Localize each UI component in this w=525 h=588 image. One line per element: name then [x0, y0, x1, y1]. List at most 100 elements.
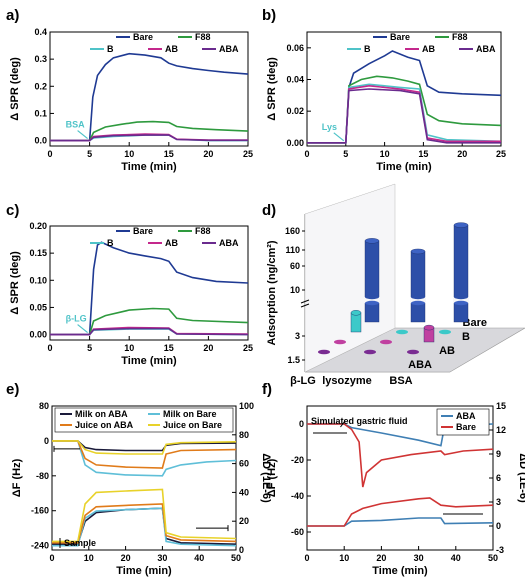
y2-tick-label: 9	[496, 449, 501, 459]
x-tick-label: 10	[380, 149, 390, 159]
panel-label: b)	[262, 7, 276, 24]
bar-disc-aba	[364, 349, 376, 355]
bar-b	[350, 312, 362, 333]
legend-label: B	[364, 44, 371, 54]
legend-label: Milk on Bare	[163, 409, 217, 419]
series-line-d7	[52, 488, 237, 543]
y-tick-label: 0.00	[286, 138, 304, 148]
y2-tick-label: 20	[239, 516, 249, 526]
bar-disc-ab	[334, 339, 346, 345]
bar-bare	[410, 251, 426, 323]
y-tick-label: 0.2	[34, 81, 47, 91]
legend-label: ABA	[456, 411, 476, 421]
series-line-milk-on-bare	[52, 440, 237, 477]
y-tick-label: 0.15	[29, 248, 47, 258]
bar-disc-aba	[407, 349, 419, 355]
bar-top	[453, 222, 469, 228]
y-tick-label: 1.5	[287, 355, 300, 365]
x-tick-label: 40	[451, 553, 461, 563]
y-tick-label: 0.05	[29, 302, 47, 312]
y2-tick-label: 15	[496, 401, 506, 411]
surface-label: AB	[439, 345, 455, 357]
x-tick-label: 15	[418, 149, 428, 159]
x-axis-label: Time (min)	[116, 565, 172, 577]
y-tick-label: 3	[295, 331, 300, 341]
bar-disc-b	[439, 329, 451, 335]
series-line-bare	[50, 52, 249, 142]
legend-box	[54, 407, 234, 433]
series-line-bare	[307, 423, 494, 488]
bar-top	[410, 248, 426, 255]
y-tick-label: 0.20	[29, 221, 47, 231]
legend-label: AB	[422, 44, 435, 54]
annotation-arrow	[77, 130, 88, 140]
y-tick-label: 0	[299, 419, 304, 429]
surface-label: ABA	[408, 359, 432, 371]
y-tick-label: 0.00	[29, 330, 47, 340]
legend-label: F88	[195, 32, 211, 42]
y-tick-label: 60	[290, 261, 300, 271]
category-label: β-LG	[290, 375, 316, 387]
injection-annotation: Lys	[322, 122, 337, 132]
legend-label: B	[107, 238, 114, 248]
y-tick-label: 0.06	[286, 43, 304, 53]
x-tick-label: 5	[87, 343, 92, 353]
panel-label: a)	[6, 7, 19, 24]
legend-label: ABA	[219, 44, 239, 54]
plot-frame	[51, 405, 237, 551]
y2-axis-label: ΔD (1E-6)	[517, 453, 525, 503]
y-tick-label: 0.04	[286, 75, 304, 85]
chart-panel-3: 1.5 3 10 60 110 160 Adsorption (ng/cm²) β-LG lys…	[266, 183, 525, 387]
panel-label: e)	[6, 381, 19, 398]
legend-label: Milk on ABA	[75, 409, 128, 419]
bar-break-edge	[365, 300, 379, 306]
x-tick-label: 0	[47, 343, 52, 353]
x-tick-label: 40	[194, 553, 204, 563]
back-wall	[304, 183, 396, 373]
y-tick-label: 0	[44, 436, 49, 446]
bar-break-edge	[411, 300, 425, 306]
x-tick-label: 30	[157, 553, 167, 563]
x-tick-label: 0	[49, 553, 54, 563]
series-line-aba	[50, 134, 248, 142]
y-tick-label: 0.02	[286, 106, 304, 116]
y2-tick-label: 60	[239, 459, 249, 469]
x-tick-label: 25	[243, 149, 253, 159]
legend-label: B	[107, 44, 114, 54]
annotation-arrow	[77, 324, 88, 334]
surface-label: Bare	[463, 317, 487, 329]
plot-frame	[306, 31, 502, 147]
legend-label: Bare	[133, 226, 153, 236]
sample-annotation: Sample	[64, 538, 96, 548]
y2-tick-label: 0	[496, 521, 501, 531]
y-axis-label: ΔF (Hz)	[266, 458, 278, 497]
legend-label: Bare	[390, 32, 410, 42]
y-tick-label: 80	[39, 401, 49, 411]
x-tick-label: 30	[414, 553, 424, 563]
chart-panel-2: 0 5 10 15 20 25 0.00 0.05 0.10 0.15 0.20 Time (min)…	[9, 221, 253, 367]
x-tick-label: 20	[376, 553, 386, 563]
series-line-f88	[307, 75, 502, 144]
series-line-f88	[50, 120, 249, 142]
x-axis-label: Time (min)	[121, 161, 177, 173]
y-tick-label: -80	[36, 471, 49, 481]
series-line-juice-on-aba	[52, 440, 237, 469]
y2-tick-label: 80	[239, 430, 249, 440]
x-tick-label: 50	[488, 553, 498, 563]
chart-panel-5: 0 10 20 30 40 50 0 -20 -40 -60 -3 0 3 6 9 12 15 ΔD (1E-6)…	[266, 401, 525, 577]
bar-top	[350, 310, 362, 316]
bar-break	[364, 297, 380, 303]
y-tick-label: 10	[290, 285, 300, 295]
legend-label: Juice on Bare	[163, 420, 222, 430]
x-tick-label: 15	[164, 343, 174, 353]
y-tick-label: 110	[285, 245, 300, 255]
series-line-d6	[52, 503, 237, 544]
x-axis-label: Time (min)	[121, 355, 177, 367]
bar-break-edge	[411, 294, 425, 300]
bar-break-edge	[365, 294, 379, 300]
legend-label: ABA	[476, 44, 496, 54]
chart-panel-1: 0 5 10 15 20 25 0.00 0.02 0.04 0.06 Time (min) Δ SP…	[266, 31, 506, 173]
x-tick-label: 10	[84, 553, 94, 563]
injection-annotation: BSA	[66, 120, 86, 130]
